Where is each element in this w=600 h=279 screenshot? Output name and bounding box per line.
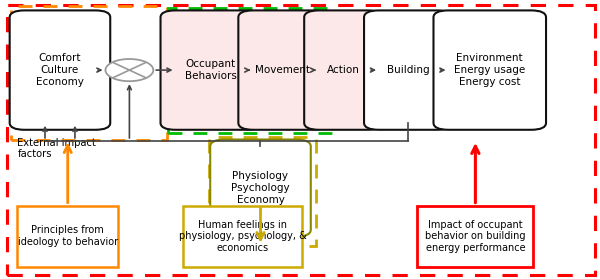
Text: Principles from
ideology to behavior: Principles from ideology to behavior bbox=[17, 225, 118, 247]
Text: Occupant
Behaviors: Occupant Behaviors bbox=[185, 59, 237, 81]
Text: Movement: Movement bbox=[255, 65, 310, 75]
Bar bbox=[169, 8, 335, 133]
FancyBboxPatch shape bbox=[10, 10, 110, 130]
Bar bbox=[209, 137, 316, 246]
Text: Human feelings in
physiology, psychology, &
economics: Human feelings in physiology, psychology… bbox=[179, 220, 307, 253]
Circle shape bbox=[106, 59, 154, 81]
Bar bbox=[11, 6, 167, 140]
Bar bbox=[183, 206, 302, 267]
Text: Action: Action bbox=[327, 65, 360, 75]
FancyBboxPatch shape bbox=[364, 10, 452, 130]
Bar bbox=[418, 206, 533, 267]
FancyBboxPatch shape bbox=[304, 10, 383, 130]
Text: External impact
factors: External impact factors bbox=[17, 138, 97, 159]
Text: Comfort
Culture
Economy: Comfort Culture Economy bbox=[36, 54, 84, 87]
Text: Impact of occupant
behavior on building
energy performance: Impact of occupant behavior on building … bbox=[425, 220, 526, 253]
Text: Physiology
Psychology
Economy: Physiology Psychology Economy bbox=[231, 172, 290, 205]
Bar bbox=[17, 206, 118, 267]
FancyBboxPatch shape bbox=[210, 140, 311, 237]
FancyBboxPatch shape bbox=[433, 10, 546, 130]
Text: Building: Building bbox=[387, 65, 430, 75]
FancyBboxPatch shape bbox=[161, 10, 261, 130]
Text: Environment
Energy usage
Energy cost: Environment Energy usage Energy cost bbox=[454, 54, 526, 87]
FancyBboxPatch shape bbox=[238, 10, 327, 130]
